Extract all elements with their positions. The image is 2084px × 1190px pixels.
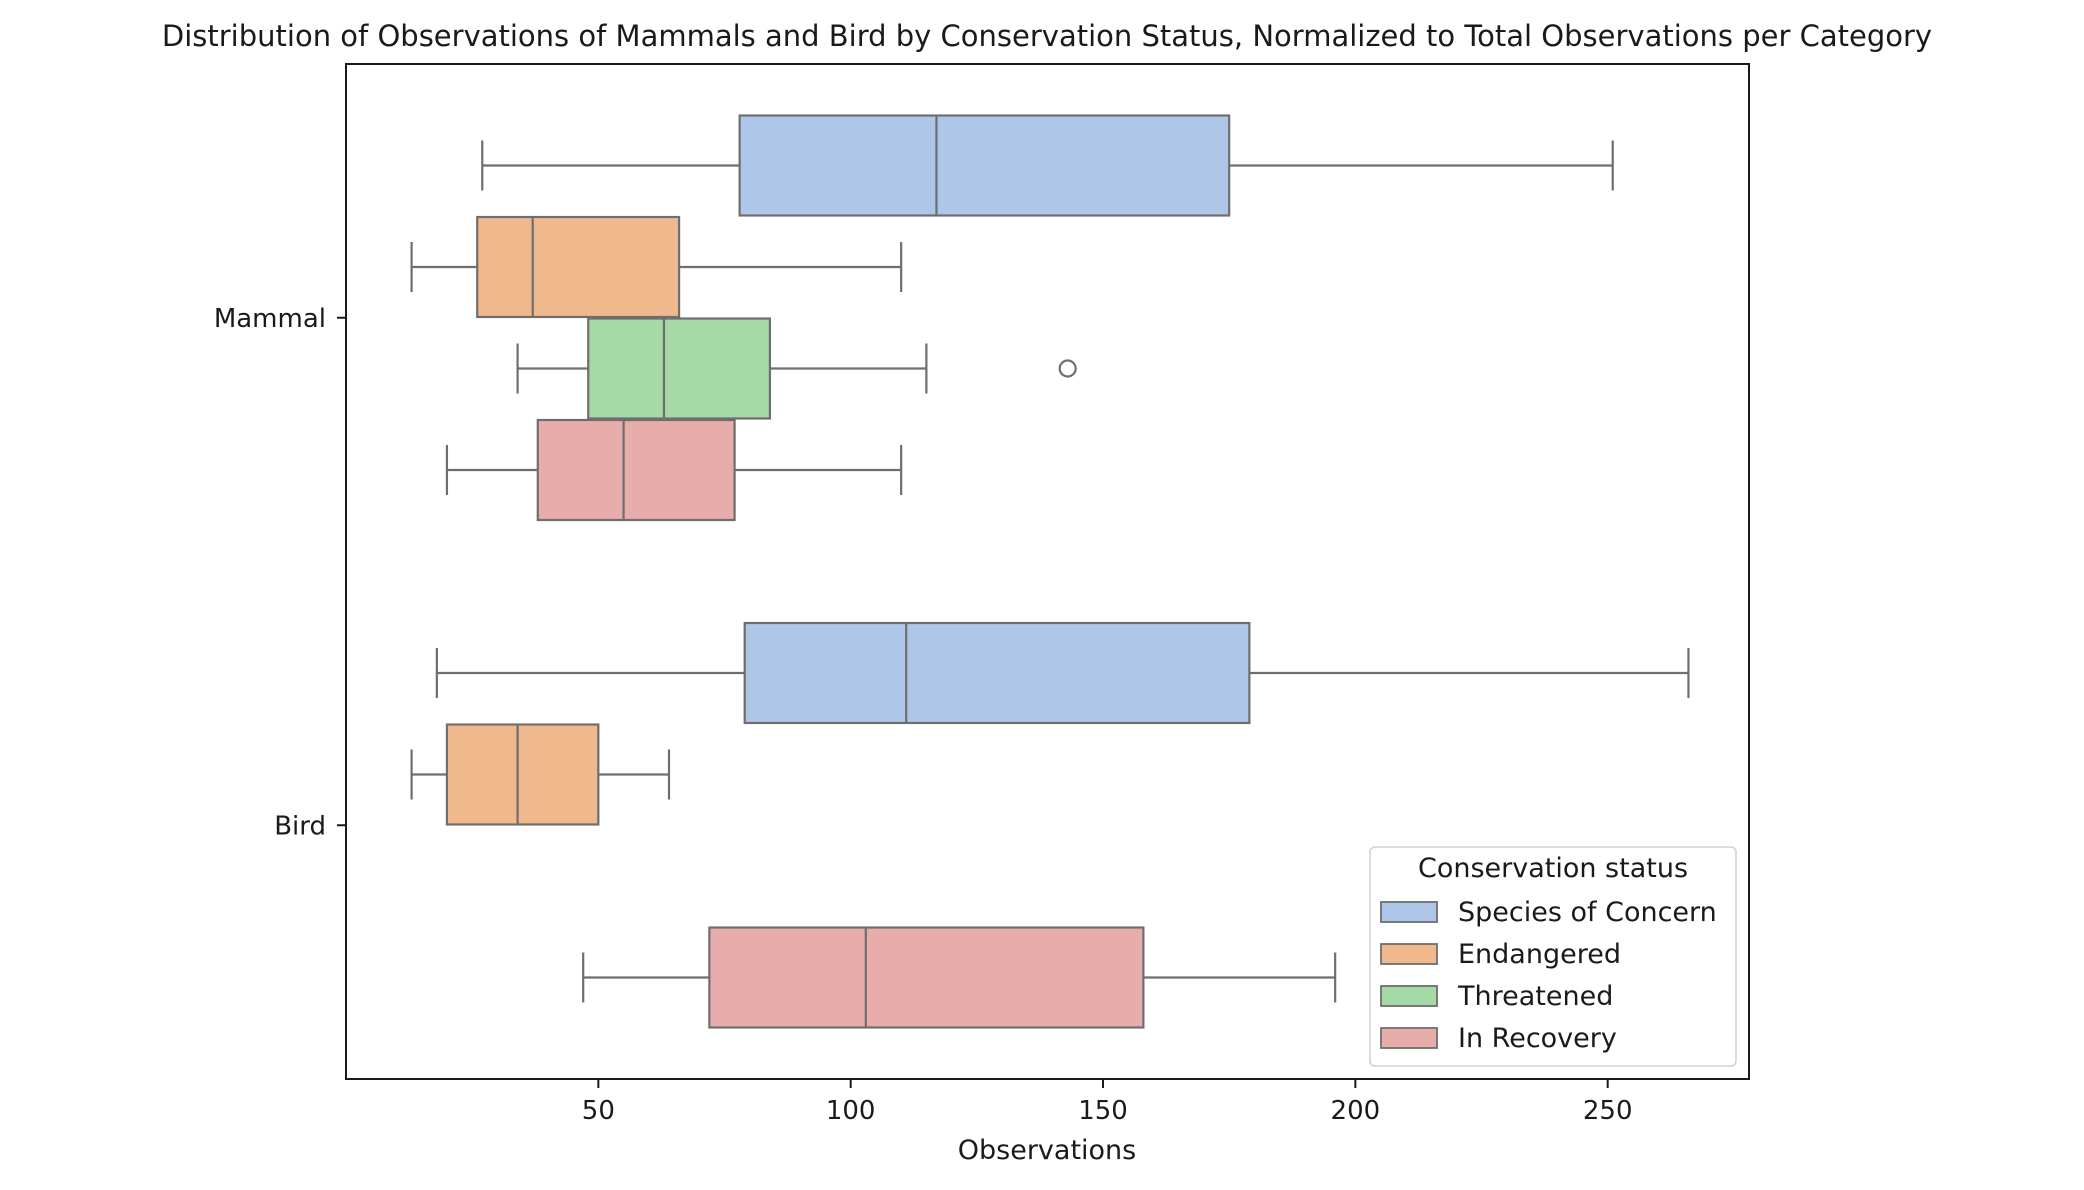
box-species-of-concern-bird (435, 621, 1690, 725)
legend: Conservation status Species of Concern En… (1369, 846, 1737, 1067)
y-tick-label-mammal: Mammal (214, 304, 326, 334)
y-tick-label-bird: Bird (274, 811, 326, 841)
box-threatened-mammal (516, 317, 1077, 420)
plot-frame (345, 63, 1750, 1080)
x-tick-label: 100 (826, 1096, 876, 1126)
boxes-layer (410, 114, 1690, 1029)
legend-swatch (1380, 943, 1438, 965)
iqr-box (445, 723, 600, 826)
legend-label: Endangered (1458, 939, 1621, 970)
outlier-point (1058, 359, 1077, 378)
iqr-box (476, 215, 681, 319)
iqr-box (708, 926, 1145, 1029)
box-in-recovery-mammal (445, 418, 903, 522)
x-axis: 50 100 150 200 250 (582, 1079, 1633, 1126)
iqr-box (738, 114, 1231, 217)
legend-label: In Recovery (1458, 1023, 1617, 1054)
legend-title: Conservation status (1418, 853, 1688, 884)
legend-swatch (1380, 1027, 1438, 1049)
legend-items: Species of Concern Endangered Threatened In… (1380, 897, 1717, 1054)
x-tick-label: 150 (1078, 1096, 1128, 1126)
iqr-box (536, 418, 736, 522)
iqr-box (587, 317, 772, 420)
legend-label: Threatened (1457, 981, 1613, 1012)
chart-title: Distribution of Observations of Mammals … (162, 19, 1932, 53)
legend-swatch (1380, 901, 1438, 923)
x-tick-label: 50 (582, 1096, 615, 1126)
x-tick-label: 200 (1331, 1096, 1381, 1126)
x-axis-label: Observations (958, 1135, 1136, 1166)
box-species-of-concern-mammal (481, 114, 1614, 217)
legend-label: Species of Concern (1458, 897, 1717, 928)
x-tick-label: 250 (1583, 1096, 1633, 1126)
box-endangered-bird (410, 723, 671, 826)
y-axis: Mammal Bird (214, 304, 346, 841)
box-in-recovery-bird (582, 926, 1337, 1029)
legend-swatch (1380, 985, 1438, 1007)
iqr-box (743, 621, 1251, 725)
legend-frame (1369, 846, 1737, 1067)
box-endangered-mammal (410, 215, 903, 319)
